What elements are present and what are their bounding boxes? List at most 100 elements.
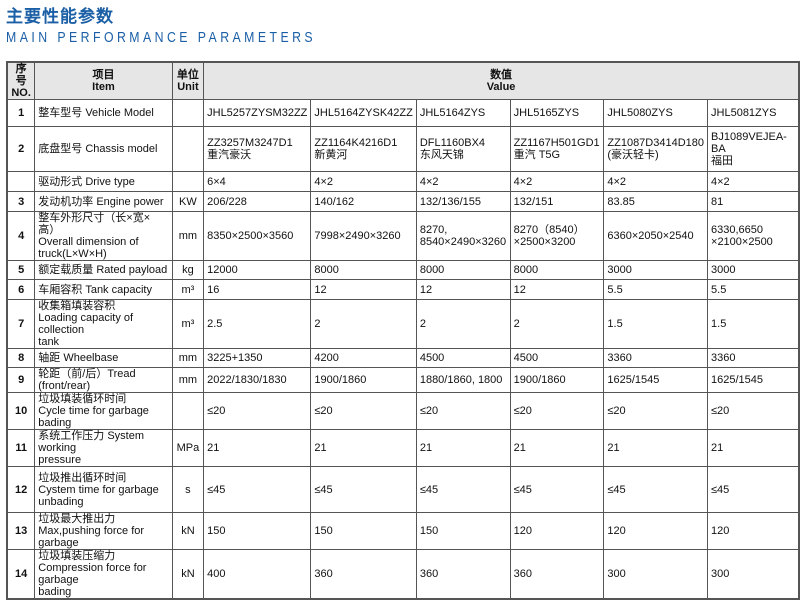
value-cell: 2.5 xyxy=(203,299,312,349)
header-item: 项目 Item xyxy=(34,61,173,100)
value-cell: 300 xyxy=(603,549,709,600)
value-cell: 4200 xyxy=(310,348,417,368)
value-cell: 2 xyxy=(415,299,511,349)
table-row: 6 车厢容积 Tank capacity m³ 16 12 12 12 5.5 5.5 xyxy=(6,279,800,300)
value-cell: ≤20 xyxy=(707,392,800,430)
value-cell: 1625/1545 xyxy=(603,367,709,393)
value-cell: 12 xyxy=(415,279,511,300)
value-cell: 21 xyxy=(707,429,800,467)
value-cell: JHL5165ZYS xyxy=(509,99,605,127)
row-number: 7 xyxy=(6,299,36,349)
value-cell: ≤45 xyxy=(509,466,605,513)
value-cell: 360 xyxy=(415,549,511,600)
row-number: 1 xyxy=(6,99,36,127)
item-label: 整车外形尺寸（长×宽×高） Overall dimension of truck… xyxy=(34,211,173,261)
value-cell: 150 xyxy=(415,512,511,550)
value-cell: 21 xyxy=(203,429,312,467)
unit-cell: mm xyxy=(171,211,205,261)
title-en: MAIN PERFORMANCE PARAMETERS xyxy=(6,29,317,46)
unit-cell: m³ xyxy=(171,299,205,349)
item-label: 垃圾填装循环时间 Cycle time for garbage bading xyxy=(34,392,173,430)
value-cell: JHL5081ZYS xyxy=(707,99,800,127)
value-cell: 2022/1830/1830 xyxy=(203,367,312,393)
item-label: 发动机功率 Engine power xyxy=(34,191,173,212)
value-cell: 21 xyxy=(603,429,709,467)
unit-cell: kN xyxy=(171,512,205,550)
unit-cell: mm xyxy=(171,348,205,368)
value-cell: 3000 xyxy=(707,260,800,280)
value-cell: 16 xyxy=(203,279,312,300)
value-cell: 3360 xyxy=(603,348,709,368)
value-cell: DFL1160BX4 东风天锦 xyxy=(415,126,511,172)
value-cell: 132/151 xyxy=(509,191,605,212)
item-label: 系统工作压力 System working pressure xyxy=(34,429,173,467)
value-cell: 6330,6650 ×2100×2500 xyxy=(707,211,800,261)
unit-cell: MPa xyxy=(171,429,205,467)
unit-cell: kg xyxy=(171,260,205,280)
value-cell: 21 xyxy=(509,429,605,467)
value-cell: ZZ1164K4216D1 新黄河 xyxy=(310,126,417,172)
value-cell: 360 xyxy=(310,549,417,600)
value-cell: JHL5164ZYS xyxy=(415,99,511,127)
unit-cell xyxy=(171,171,205,192)
item-label: 整车型号 Vehicle Model xyxy=(34,99,173,127)
value-cell: ZZ1087D3414D180 (豪沃轻卡) xyxy=(603,126,709,172)
value-cell: 21 xyxy=(310,429,417,467)
item-label: 驱动形式 Drive type xyxy=(34,171,173,192)
unit-cell: mm xyxy=(171,367,205,393)
value-cell: 400 xyxy=(203,549,312,600)
value-cell: 4500 xyxy=(509,348,605,368)
value-cell: ≤45 xyxy=(603,466,709,513)
value-cell: ≤20 xyxy=(603,392,709,430)
value-cell: ZZ1167H501GD1 重汽 T5G xyxy=(509,126,605,172)
unit-cell xyxy=(171,126,205,172)
value-cell: 6360×2050×2540 xyxy=(603,211,709,261)
row-number: 2 xyxy=(6,126,36,172)
value-cell: 8000 xyxy=(509,260,605,280)
unit-cell: m³ xyxy=(171,279,205,300)
item-label: 额定载质量 Rated payload xyxy=(34,260,173,280)
value-cell: 4×2 xyxy=(707,171,800,192)
value-cell: 150 xyxy=(203,512,312,550)
parameters-table: 序号 NO. 项目 Item 单位 Unit 数值 Value 1 整车型号 Ve… xyxy=(6,61,800,600)
row-number: 14 xyxy=(6,549,36,600)
unit-cell: s xyxy=(171,466,205,513)
unit-cell xyxy=(171,392,205,430)
table-row: 12 垃圾推出循环时间 Cystem time for garbage unbad… xyxy=(6,466,800,513)
value-cell: ≤45 xyxy=(310,466,417,513)
value-cell: 206/228 xyxy=(203,191,312,212)
table-row: 10 垃圾填装循环时间 Cycle time for garbage bading… xyxy=(6,392,800,430)
value-cell: 81 xyxy=(707,191,800,212)
value-cell: 8270（8540） ×2500×3200 xyxy=(509,211,605,261)
table-row: 11 系统工作压力 System working pressure MPa 21 21 2… xyxy=(6,429,800,467)
value-cell: 2 xyxy=(310,299,417,349)
value-cell: 4×2 xyxy=(415,171,511,192)
value-cell: 3360 xyxy=(707,348,800,368)
table-row: 驱动形式 Drive type 6×4 4×2 4×2 4×2 4×2 4×2 xyxy=(6,171,800,192)
value-cell: 8270, 8540×2490×3260 xyxy=(415,211,511,261)
unit-cell xyxy=(171,99,205,127)
value-cell: 2 xyxy=(509,299,605,349)
value-cell: ≤20 xyxy=(203,392,312,430)
value-cell: 120 xyxy=(603,512,709,550)
value-cell: 1625/1545 xyxy=(707,367,800,393)
value-cell: 1900/1860 xyxy=(310,367,417,393)
header-value: 数值 Value xyxy=(203,61,800,100)
value-cell: 150 xyxy=(310,512,417,550)
row-number: 13 xyxy=(6,512,36,550)
row-number: 12 xyxy=(6,466,36,513)
value-cell: 360 xyxy=(509,549,605,600)
item-label: 车厢容积 Tank capacity xyxy=(34,279,173,300)
row-number: 3 xyxy=(6,191,36,212)
table-row: 14 垃圾填装压缩力 Compression force for garbage … xyxy=(6,549,800,600)
value-cell: 8350×2500×3560 xyxy=(203,211,312,261)
value-cell: 3225+1350 xyxy=(203,348,312,368)
value-cell: ≤45 xyxy=(203,466,312,513)
table-row: 8 轴距 Wheelbase mm 3225+1350 4200 4500 4500 3360… xyxy=(6,348,800,368)
value-cell: 12000 xyxy=(203,260,312,280)
value-cell: ≤45 xyxy=(707,466,800,513)
title-cn: 主要性能参数 xyxy=(6,7,114,27)
value-cell: 3000 xyxy=(603,260,709,280)
item-label: 垃圾填装压缩力 Compression force for garbage ba… xyxy=(34,549,173,600)
value-cell: BJ1089VEJEA-BA 福田 xyxy=(707,126,800,172)
